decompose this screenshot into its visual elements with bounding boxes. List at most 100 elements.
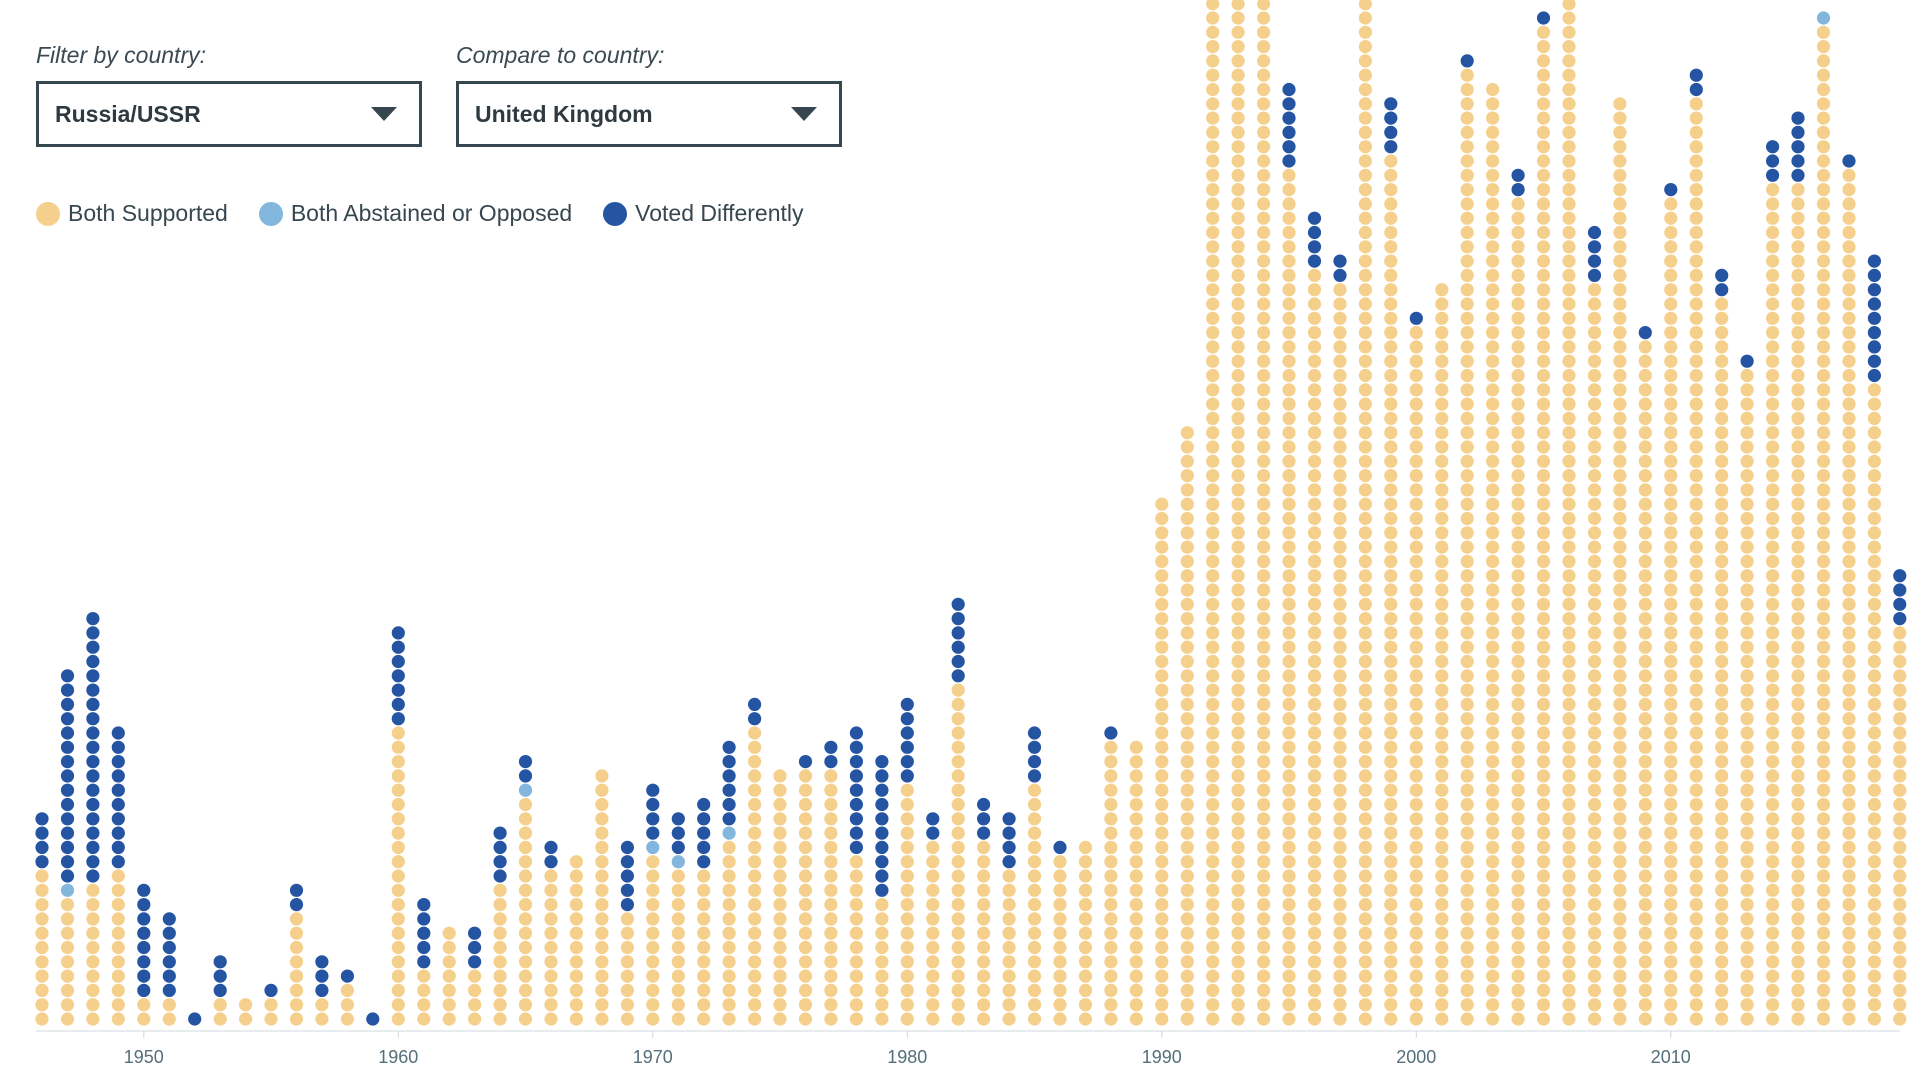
dot-column-2003[interactable]	[1486, 82, 1500, 1026]
dot-column-1985[interactable]	[1027, 726, 1042, 1026]
dot-both-supported	[798, 883, 813, 897]
dot-column-2002[interactable]	[1460, 54, 1474, 1026]
dot-column-2008[interactable]	[1613, 97, 1627, 1026]
dot-column-1953[interactable]	[213, 955, 227, 1026]
dot-both-supported	[1791, 340, 1805, 354]
dot-column-1968[interactable]	[595, 769, 609, 1026]
dot-column-1995[interactable]	[1282, 82, 1296, 1026]
dot-column-2013[interactable]	[1740, 354, 1754, 1026]
dot-column-1955[interactable]	[264, 983, 278, 1026]
dot-column-1957[interactable]	[315, 955, 329, 1026]
dot-column-2009[interactable]	[1638, 326, 1652, 1026]
dot-column-1994[interactable]	[1257, 0, 1271, 1026]
dot-column-1977[interactable]	[824, 740, 838, 1026]
dot-both-supported	[1715, 812, 1729, 826]
dot-both-supported	[1740, 769, 1754, 783]
dot-both-supported	[722, 912, 736, 926]
dot-column-1973[interactable]	[722, 740, 736, 1026]
dot-column-1946[interactable]	[35, 812, 49, 1026]
dot-both-supported	[1562, 0, 1576, 11]
dot-column-1981[interactable]	[926, 812, 940, 1026]
dot-column-1989[interactable]	[1129, 740, 1143, 1026]
dot-column-1954[interactable]	[239, 998, 253, 1026]
dot-column-1990[interactable]	[1155, 497, 1169, 1026]
dot-column-1997[interactable]	[1333, 254, 1347, 1026]
dot-both-supported	[748, 755, 762, 769]
dot-column-1965[interactable]	[518, 755, 533, 1026]
dot-column-1998[interactable]	[1358, 0, 1372, 1026]
dot-both-supported	[1231, 283, 1245, 297]
dot-both-supported	[620, 969, 635, 983]
dot-column-1969[interactable]	[620, 840, 635, 1026]
dot-column-1966[interactable]	[544, 840, 558, 1026]
dot-column-1949[interactable]	[111, 726, 125, 1026]
dot-both-supported	[1715, 712, 1729, 726]
dot-column-2014[interactable]	[1766, 140, 1780, 1026]
dot-column-1951[interactable]	[162, 912, 176, 1026]
dot-column-1988[interactable]	[1104, 726, 1118, 1026]
compare-country-select[interactable]: United Kingdom	[456, 81, 842, 147]
dot-column-2011[interactable]	[1689, 68, 1703, 1026]
dot-column-1984[interactable]	[1002, 812, 1016, 1026]
dot-column-1967[interactable]	[569, 855, 584, 1026]
dot-column-1987[interactable]	[1078, 840, 1093, 1026]
dot-column-1952[interactable]	[188, 1012, 202, 1026]
dot-column-1964[interactable]	[493, 826, 507, 1026]
dot-column-2019[interactable]	[1893, 569, 1907, 1026]
dot-column-1963[interactable]	[468, 926, 482, 1026]
dot-column-2005[interactable]	[1536, 11, 1551, 1026]
dot-column-2015[interactable]	[1791, 111, 1805, 1026]
dot-column-1947[interactable]	[60, 669, 75, 1026]
dot-column-2016[interactable]	[1816, 11, 1831, 1026]
dot-both-supported	[1740, 783, 1754, 797]
dot-column-1991[interactable]	[1180, 426, 1194, 1026]
dot-column-1974[interactable]	[748, 697, 762, 1026]
dot-both-supported	[1511, 883, 1525, 897]
dot-column-1962[interactable]	[442, 926, 456, 1026]
dot-column-1971[interactable]	[671, 812, 685, 1026]
dot-column-1979[interactable]	[875, 755, 889, 1026]
dot-column-2007[interactable]	[1587, 225, 1602, 1026]
dot-column-1999[interactable]	[1384, 97, 1398, 1026]
dot-column-2001[interactable]	[1435, 283, 1449, 1026]
filter-country-select[interactable]: Russia/USSR	[36, 81, 422, 147]
dot-column-2017[interactable]	[1842, 154, 1856, 1026]
dot-column-2000[interactable]	[1409, 311, 1423, 1026]
dot-column-1983[interactable]	[977, 797, 991, 1026]
dot-column-1976[interactable]	[798, 755, 813, 1026]
dot-column-1960[interactable]	[391, 626, 405, 1026]
dot-column-1950[interactable]	[137, 883, 151, 1026]
dot-column-2006[interactable]	[1562, 0, 1576, 1026]
dot-column-1970[interactable]	[646, 783, 660, 1026]
dot-column-1980[interactable]	[900, 697, 914, 1026]
dot-both-supported	[1486, 426, 1500, 440]
dot-both-supported	[1613, 826, 1627, 840]
dot-both-supported	[1460, 783, 1474, 797]
dot-both-supported	[1384, 511, 1398, 526]
dot-column-1992[interactable]	[1206, 0, 1220, 1026]
dot-column-2018[interactable]	[1867, 254, 1881, 1026]
dot-column-1986[interactable]	[1053, 840, 1067, 1026]
dot-both-supported	[1282, 683, 1296, 697]
dot-both-supported	[1715, 354, 1729, 368]
dot-both-supported	[1689, 440, 1703, 454]
dot-column-2004[interactable]	[1511, 168, 1525, 1026]
dot-column-2012[interactable]	[1715, 268, 1729, 1026]
dot-column-1959[interactable]	[366, 1012, 380, 1026]
dot-column-1972[interactable]	[697, 797, 711, 1026]
dot-column-1956[interactable]	[289, 883, 304, 1026]
dot-column-1996[interactable]	[1307, 211, 1322, 1026]
dot-column-1993[interactable]	[1231, 0, 1245, 1026]
dot-both-supported	[1358, 469, 1372, 483]
dot-column-1978[interactable]	[849, 726, 864, 1026]
dot-column-1982[interactable]	[951, 597, 965, 1026]
dot-column-1958[interactable]	[340, 969, 354, 1026]
dot-column-1975[interactable]	[773, 769, 787, 1026]
dot-both-supported	[1409, 869, 1423, 883]
dot-both-supported	[1664, 912, 1678, 926]
dot-both-supported	[1511, 554, 1525, 569]
dot-column-1961[interactable]	[417, 898, 431, 1026]
dot-column-2010[interactable]	[1664, 183, 1678, 1026]
dot-both-supported	[1486, 755, 1500, 769]
dot-column-1948[interactable]	[86, 612, 100, 1026]
